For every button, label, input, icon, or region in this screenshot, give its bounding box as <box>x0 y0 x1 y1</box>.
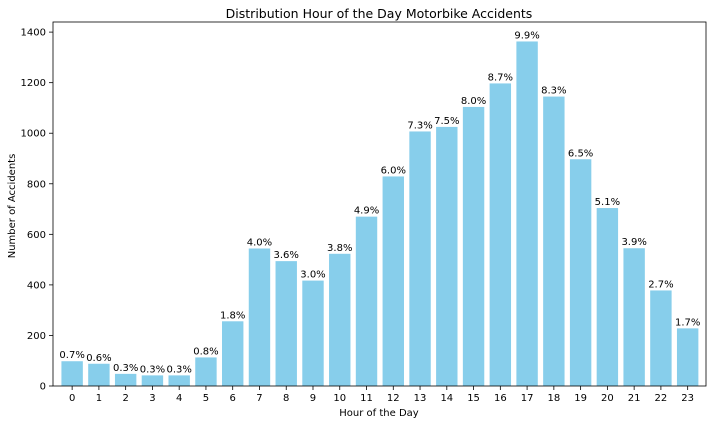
x-tick-label: 5 <box>203 393 209 404</box>
data-label-hour-21: 3.9% <box>621 237 646 248</box>
data-label-hour-7: 4.0% <box>247 237 272 248</box>
bar-hour-7 <box>248 248 271 386</box>
bar-hour-17 <box>516 41 538 386</box>
y-tick-label: 600 <box>27 230 46 241</box>
x-tick-label: 22 <box>655 393 668 404</box>
y-tick-label: 1400 <box>21 28 46 39</box>
data-label-hour-6: 1.8% <box>220 310 245 321</box>
data-label-hour-10: 3.8% <box>327 243 352 254</box>
plot-frame <box>52 21 707 387</box>
data-label-hour-22: 2.7% <box>648 279 673 290</box>
bar-hour-1 <box>88 363 110 386</box>
x-tick-label: 8 <box>283 393 289 404</box>
x-tick-label: 20 <box>601 393 614 404</box>
y-tick-label: 200 <box>27 331 46 342</box>
x-tick-label: 10 <box>333 393 346 404</box>
bar-hour-21 <box>623 248 645 386</box>
y-axis-label: Number of Accidents <box>7 154 18 259</box>
x-ticks-layer: 0 1 2 3 4 5 6 7 8 9 10 11 12 13 14 15 16 17 18 19 20 21 22 23 <box>69 386 694 404</box>
bar-hour-2 <box>114 373 137 386</box>
data-label-hour-17: 9.9% <box>514 30 539 41</box>
x-tick-label: 3 <box>149 393 155 404</box>
data-label-hour-16: 8.7% <box>488 72 513 83</box>
x-tick-label: 6 <box>230 393 236 404</box>
data-label-hour-4: 0.3% <box>166 364 191 375</box>
data-label-hour-9: 3.0% <box>300 270 325 281</box>
bar-hour-8 <box>275 261 297 386</box>
bar-hour-16 <box>489 83 512 387</box>
x-tick-label: 7 <box>256 393 262 404</box>
x-tick-label: 19 <box>574 393 587 404</box>
y-tick-label: 800 <box>27 179 46 190</box>
bar-hour-18 <box>543 96 565 386</box>
x-tick-label: 9 <box>310 393 316 404</box>
data-label-hour-2: 0.3% <box>113 363 138 374</box>
bar-hour-3 <box>141 375 164 386</box>
data-label-hour-15: 8.0% <box>461 96 486 107</box>
y-ticks-layer: 0 200 400 600 800 1000 1200 1400 <box>21 28 53 393</box>
x-axis-label: Hour of the Day <box>339 408 419 419</box>
data-label-hour-13: 7.3% <box>407 120 432 131</box>
y-tick-label: 1000 <box>21 129 46 140</box>
bar-hour-0 <box>61 361 83 386</box>
bar-hour-12 <box>382 176 404 386</box>
bar-hour-5 <box>195 357 217 386</box>
y-tick-label: 1200 <box>21 78 46 89</box>
data-label-hour-20: 5.1% <box>595 197 620 208</box>
x-tick-label: 15 <box>467 393 480 404</box>
bar-hour-19 <box>569 159 592 386</box>
x-tick-label: 12 <box>387 393 400 404</box>
x-tick-label: 14 <box>440 393 453 404</box>
bar-hour-13 <box>409 131 431 386</box>
data-label-hour-19: 6.5% <box>568 148 593 159</box>
data-label-hour-5: 0.8% <box>193 346 218 357</box>
bar-hour-14 <box>436 126 458 387</box>
x-tick-label: 11 <box>360 393 373 404</box>
x-tick-label: 4 <box>176 393 182 404</box>
data-label-hour-3: 0.3% <box>140 364 165 375</box>
bar-hour-4 <box>168 375 190 386</box>
y-tick-label: 0 <box>40 382 46 393</box>
x-tick-label: 17 <box>521 393 534 404</box>
bars-layer <box>61 41 699 387</box>
x-tick-label: 21 <box>628 393 641 404</box>
bar-hour-10 <box>329 253 351 386</box>
data-label-hour-14: 7.5% <box>434 116 459 127</box>
x-tick-label: 23 <box>681 393 694 404</box>
x-tick-label: 1 <box>96 393 102 404</box>
bar-hour-6 <box>222 321 244 386</box>
x-tick-label: 0 <box>69 393 75 404</box>
x-tick-label: 13 <box>414 393 427 404</box>
x-tick-label: 18 <box>547 393 560 404</box>
data-labels-layer: 0.7% 0.6%0.3% 0.3% 0.3%0.8%1.8%4.0%3.6%3.0%… <box>59 30 700 375</box>
data-label-hour-0: 0.7% <box>59 350 84 361</box>
bar-hour-11 <box>355 216 378 386</box>
data-label-hour-8: 3.6% <box>274 250 299 261</box>
data-label-hour-1: 0.6% <box>86 353 111 364</box>
data-label-hour-12: 6.0% <box>381 165 406 176</box>
chart-title: Distribution Hour of the Day Motorbike A… <box>226 6 533 21</box>
x-tick-label: 16 <box>494 393 507 404</box>
bar-hour-9 <box>302 280 324 386</box>
data-label-hour-11: 4.9% <box>354 206 379 217</box>
bar-hour-15 <box>462 106 485 386</box>
bar-hour-23 <box>676 328 699 386</box>
data-label-hour-23: 1.7% <box>675 317 700 328</box>
y-tick-label: 400 <box>27 280 46 291</box>
data-label-hour-18: 8.3% <box>541 86 566 97</box>
bar-hour-20 <box>596 208 619 386</box>
x-tick-label: 2 <box>122 393 128 404</box>
bar-hour-22 <box>650 290 672 386</box>
